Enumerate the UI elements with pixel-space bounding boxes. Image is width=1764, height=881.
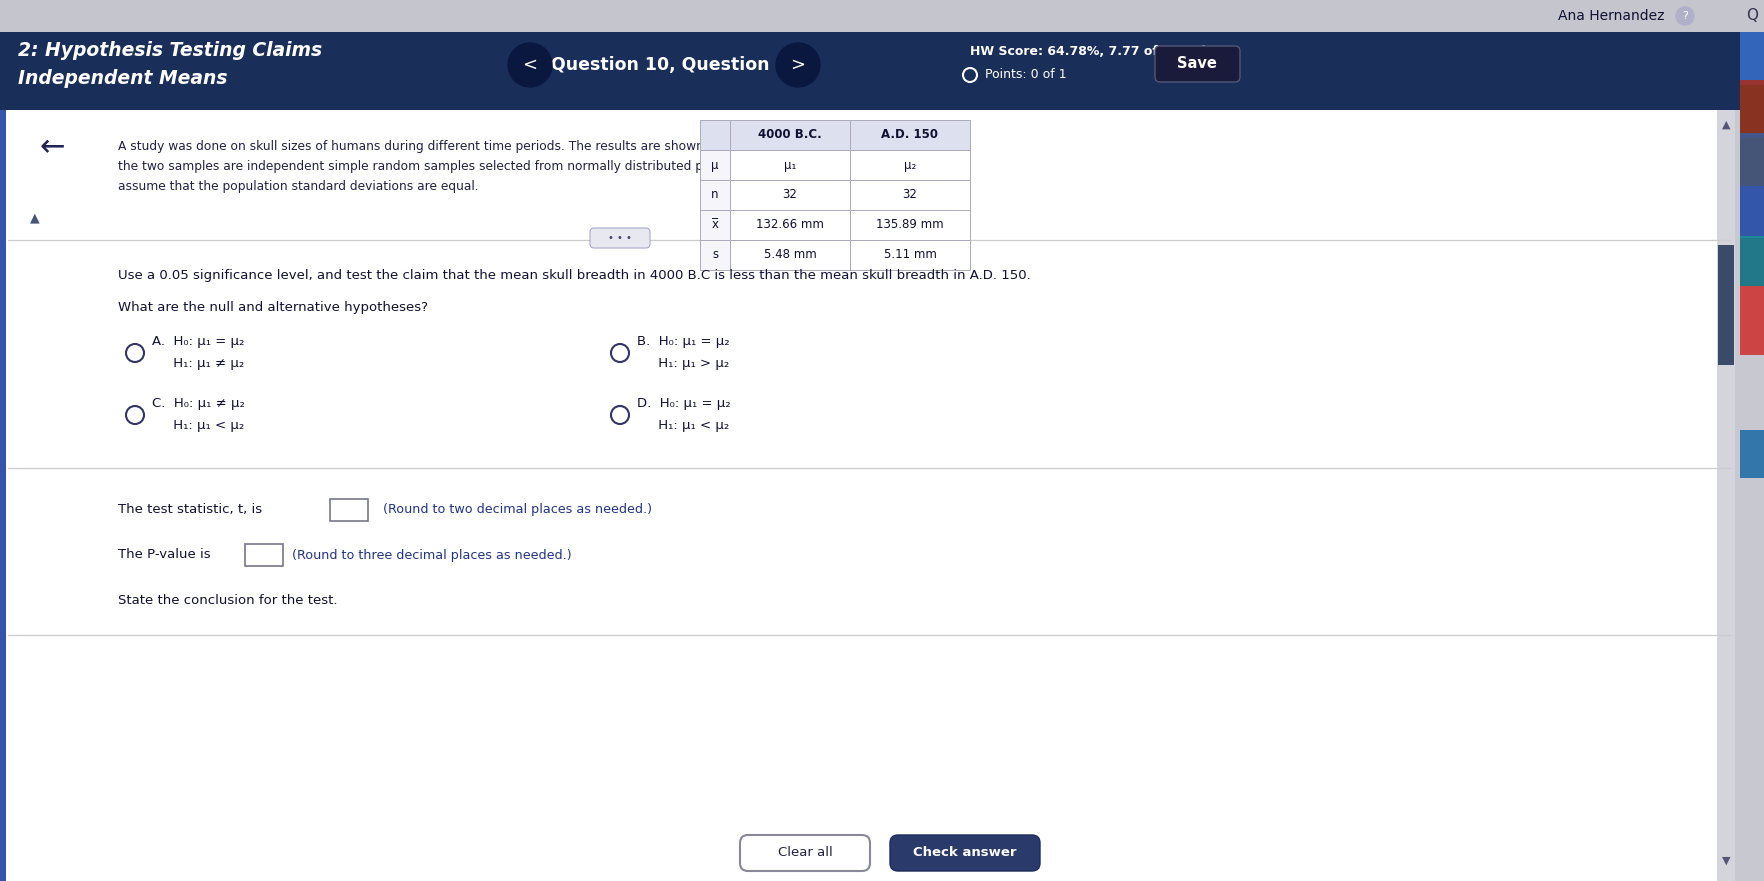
Text: ←: ← — [39, 134, 65, 162]
FancyBboxPatch shape — [1739, 430, 1764, 478]
Text: State the conclusion for the test.: State the conclusion for the test. — [118, 594, 337, 606]
Text: Points: 0 of 1: Points: 0 of 1 — [984, 69, 1065, 82]
Text: HW Score: 64.78%, 7.77 of 12 points: HW Score: 64.78%, 7.77 of 12 points — [970, 46, 1228, 58]
Text: A study was done on skull sizes of humans during different time periods. The res: A study was done on skull sizes of human… — [118, 140, 863, 153]
FancyBboxPatch shape — [850, 150, 970, 180]
FancyBboxPatch shape — [245, 544, 282, 566]
Text: H₁: μ₁ < μ₂: H₁: μ₁ < μ₂ — [637, 419, 729, 433]
Text: The P-value is: The P-value is — [118, 549, 210, 561]
Text: 32: 32 — [901, 189, 917, 202]
FancyBboxPatch shape — [850, 210, 970, 240]
Text: μ₂: μ₂ — [903, 159, 916, 172]
FancyBboxPatch shape — [1739, 170, 1764, 208]
FancyBboxPatch shape — [1739, 125, 1764, 163]
FancyBboxPatch shape — [1739, 0, 1764, 32]
FancyBboxPatch shape — [1739, 138, 1764, 186]
Text: Clear all: Clear all — [778, 847, 833, 860]
Text: A.  H₀: μ₁ = μ₂: A. H₀: μ₁ = μ₂ — [152, 336, 243, 349]
Text: Check answer: Check answer — [912, 847, 1016, 860]
FancyBboxPatch shape — [1739, 238, 1764, 286]
FancyBboxPatch shape — [700, 120, 730, 150]
FancyBboxPatch shape — [0, 110, 5, 881]
Text: Independent Means: Independent Means — [18, 69, 228, 87]
FancyBboxPatch shape — [700, 210, 730, 240]
Circle shape — [508, 43, 552, 87]
Text: x̅: x̅ — [711, 218, 718, 232]
Circle shape — [776, 43, 820, 87]
FancyBboxPatch shape — [730, 150, 850, 180]
FancyBboxPatch shape — [330, 499, 367, 521]
FancyBboxPatch shape — [850, 240, 970, 270]
FancyBboxPatch shape — [700, 180, 730, 210]
FancyBboxPatch shape — [1739, 32, 1764, 80]
Circle shape — [1676, 7, 1693, 25]
Text: Use a 0.05 significance level, and test the claim that the mean skull breadth in: Use a 0.05 significance level, and test … — [118, 269, 1030, 282]
Text: Ana Hernandez: Ana Hernandez — [1558, 9, 1663, 23]
FancyBboxPatch shape — [1739, 188, 1764, 236]
Text: H₁: μ₁ > μ₂: H₁: μ₁ > μ₂ — [637, 358, 729, 371]
FancyBboxPatch shape — [700, 240, 730, 270]
FancyBboxPatch shape — [1716, 245, 1732, 365]
Text: D.  H₀: μ₁ = μ₂: D. H₀: μ₁ = μ₂ — [637, 397, 730, 411]
Text: H₁: μ₁ ≠ μ₂: H₁: μ₁ ≠ μ₂ — [152, 358, 243, 371]
FancyBboxPatch shape — [889, 835, 1039, 871]
Text: μ₁: μ₁ — [783, 159, 796, 172]
Text: • • •: • • • — [609, 233, 632, 243]
Text: <: < — [522, 56, 538, 74]
FancyBboxPatch shape — [730, 240, 850, 270]
Text: C.  H₀: μ₁ ≠ μ₂: C. H₀: μ₁ ≠ μ₂ — [152, 397, 245, 411]
Text: 5.11 mm: 5.11 mm — [884, 248, 937, 262]
Text: ▲: ▲ — [1720, 120, 1729, 130]
FancyBboxPatch shape — [1739, 32, 1764, 70]
Text: Q: Q — [1745, 9, 1757, 24]
FancyBboxPatch shape — [1739, 270, 1764, 308]
FancyBboxPatch shape — [1739, 430, 1764, 468]
Text: 32: 32 — [781, 189, 797, 202]
FancyBboxPatch shape — [1739, 215, 1764, 253]
Text: What are the null and alternative hypotheses?: What are the null and alternative hypoth… — [118, 301, 427, 315]
FancyBboxPatch shape — [730, 210, 850, 240]
Text: (Round to three decimal places as needed.): (Round to three decimal places as needed… — [291, 549, 572, 561]
Text: the two samples are independent simple random samples selected from normally dis: the two samples are independent simple r… — [118, 160, 840, 173]
Text: H₁: μ₁ < μ₂: H₁: μ₁ < μ₂ — [152, 419, 243, 433]
Text: A.D. 150: A.D. 150 — [880, 129, 938, 142]
FancyBboxPatch shape — [739, 835, 870, 871]
Text: (Round to two decimal places as needed.): (Round to two decimal places as needed.) — [383, 504, 651, 516]
FancyBboxPatch shape — [1739, 295, 1764, 355]
FancyBboxPatch shape — [0, 0, 1764, 32]
FancyBboxPatch shape — [730, 120, 850, 150]
Text: μ: μ — [711, 159, 718, 172]
Text: 2: Hypothesis Testing Claims: 2: Hypothesis Testing Claims — [18, 41, 323, 60]
FancyBboxPatch shape — [700, 150, 730, 180]
Text: 4000 B.C.: 4000 B.C. — [759, 129, 822, 142]
FancyBboxPatch shape — [1739, 85, 1764, 133]
Text: B.  H₀: μ₁ = μ₂: B. H₀: μ₁ = μ₂ — [637, 336, 729, 349]
Text: s: s — [711, 248, 718, 262]
FancyBboxPatch shape — [589, 228, 649, 248]
FancyBboxPatch shape — [850, 180, 970, 210]
Text: ?: ? — [1681, 11, 1686, 21]
Text: ▲: ▲ — [30, 211, 41, 225]
Text: 132.66 mm: 132.66 mm — [755, 218, 824, 232]
Text: n: n — [711, 189, 718, 202]
FancyBboxPatch shape — [730, 180, 850, 210]
FancyBboxPatch shape — [850, 120, 970, 150]
FancyBboxPatch shape — [0, 32, 1764, 110]
Text: 135.89 mm: 135.89 mm — [875, 218, 944, 232]
Text: Question 10, Question: Question 10, Question — [550, 56, 769, 74]
Text: Save: Save — [1177, 56, 1215, 71]
Text: assume that the population standard deviations are equal.: assume that the population standard devi… — [118, 180, 478, 193]
Text: 5.48 mm: 5.48 mm — [764, 248, 817, 262]
Text: ▼: ▼ — [1720, 856, 1729, 866]
Text: >: > — [790, 56, 804, 74]
FancyBboxPatch shape — [1716, 110, 1734, 881]
FancyBboxPatch shape — [0, 110, 1734, 881]
FancyBboxPatch shape — [1154, 46, 1240, 82]
FancyBboxPatch shape — [1739, 80, 1764, 118]
Text: The test statistic, t, is: The test statistic, t, is — [118, 504, 263, 516]
